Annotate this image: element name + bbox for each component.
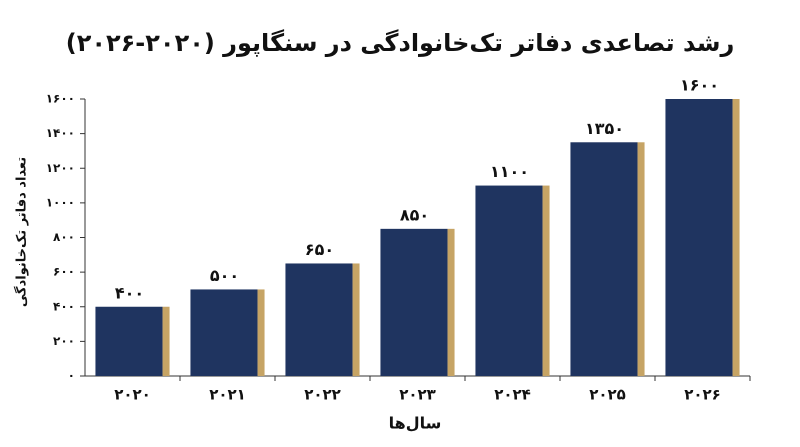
- value-label: ۵۰۰: [210, 266, 239, 285]
- bar-edge: [542, 185, 550, 376]
- bar: [380, 228, 455, 376]
- value-label: ۸۵۰: [400, 205, 429, 224]
- bar-edge: [352, 263, 360, 376]
- bar-edge: [637, 142, 645, 376]
- bar-face: [190, 289, 258, 376]
- x-tick-label: ۲۰۲۰: [114, 386, 151, 404]
- value-label: ۱۳۵۰: [585, 119, 624, 138]
- bar-edge: [447, 228, 455, 376]
- chart-title: رشد تصاعدی دفاتر تک‌خانوادگی در سنگاپور …: [66, 29, 735, 57]
- y-tick-label: ۶۰۰: [53, 265, 75, 279]
- bar-face: [285, 263, 353, 376]
- x-tick-label: ۲۰۲۵: [589, 386, 626, 404]
- bar-face: [665, 99, 733, 376]
- y-tick-label: ۱۰۰۰: [46, 195, 75, 209]
- value-label: ۴۰۰: [115, 283, 144, 302]
- x-tick-label: ۲۰۲۴: [494, 386, 531, 404]
- value-label: ۶۵۰: [305, 240, 334, 259]
- bar: [285, 263, 360, 376]
- x-tick-label: ۲۰۲۳: [399, 386, 436, 404]
- y-axis-label: تعداد دفاتر تک‌خانوادگی: [14, 157, 30, 307]
- bar-edge: [732, 99, 740, 376]
- y-tick-label: ۲۰۰: [53, 334, 75, 348]
- bar: [570, 142, 645, 376]
- y-tick-label: ۴۰۰: [53, 299, 75, 313]
- x-tick-label: ۲۰۲۶: [684, 386, 721, 404]
- value-label: ۱۱۰۰: [490, 162, 529, 181]
- y-tick-label: ۱۶۰۰: [46, 92, 75, 106]
- bar-face: [95, 306, 163, 376]
- bar-face: [380, 228, 448, 376]
- y-tick-label: ۸۰۰: [53, 230, 75, 244]
- x-axis-label: سال‌ها: [389, 414, 442, 433]
- bar: [665, 99, 740, 376]
- y-tick-label: ۰: [68, 369, 75, 383]
- bar-edge: [162, 306, 170, 376]
- bar: [190, 289, 265, 376]
- y-tick-label: ۱۴۰۰: [46, 126, 75, 140]
- bar-face: [475, 185, 543, 376]
- bar: [95, 306, 170, 376]
- bar: [475, 185, 550, 376]
- bar-edge: [257, 289, 265, 376]
- y-tick-label: ۱۲۰۰: [46, 161, 75, 175]
- bar-face: [570, 142, 638, 376]
- x-tick-label: ۲۰۲۱: [209, 386, 246, 404]
- value-label: ۱۶۰۰: [680, 76, 719, 95]
- x-tick-label: ۲۰۲۲: [304, 386, 341, 404]
